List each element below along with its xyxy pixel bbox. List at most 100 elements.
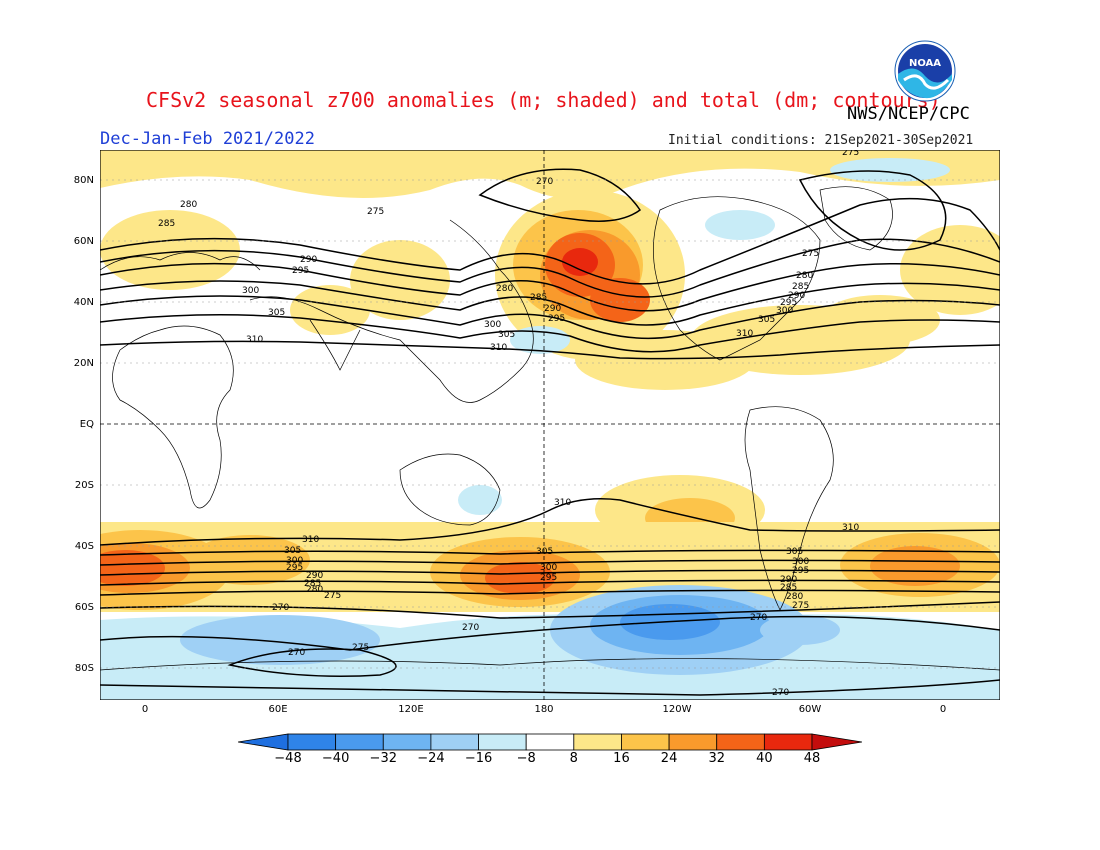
svg-text:310: 310 xyxy=(554,498,571,508)
lon-label-120w: 120W xyxy=(662,704,692,715)
svg-text:275: 275 xyxy=(367,207,384,217)
svg-text:295: 295 xyxy=(286,563,303,573)
colorbar-tick-label: 40 xyxy=(756,751,773,766)
svg-text:295: 295 xyxy=(540,573,557,583)
lon-label-0-right: 0 xyxy=(939,704,947,715)
colorbar-segment xyxy=(382,733,432,751)
svg-text:305: 305 xyxy=(284,546,301,556)
colorbar-segment xyxy=(525,733,575,751)
svg-text:275: 275 xyxy=(324,591,341,601)
colorbar-segment xyxy=(430,733,479,751)
svg-text:300: 300 xyxy=(776,306,793,316)
svg-text:280: 280 xyxy=(496,284,513,294)
svg-text:300: 300 xyxy=(242,286,259,296)
season-label: Dec-Jan-Feb 2021/2022 xyxy=(100,129,315,149)
lon-label-60w: 60W xyxy=(798,704,822,715)
svg-text:280: 280 xyxy=(786,592,803,602)
gridlines xyxy=(100,179,1000,669)
colorbar-segments xyxy=(238,733,862,751)
svg-text:295: 295 xyxy=(548,314,565,324)
svg-text:285: 285 xyxy=(530,293,547,303)
colorbar-segment xyxy=(478,733,527,751)
agency-label: NWS/NCEP/CPC xyxy=(847,104,970,124)
colorbar-segment xyxy=(763,733,813,751)
lon-label-0-left: 0 xyxy=(141,704,149,715)
colorbar-tick-label: −24 xyxy=(417,751,445,766)
lat-label-80s: 80S xyxy=(74,663,94,674)
noaa-logo: NOAA xyxy=(894,40,956,102)
lon-label-120e: 120E xyxy=(398,704,424,715)
svg-text:285: 285 xyxy=(158,219,175,229)
svg-text:305: 305 xyxy=(758,315,775,325)
svg-text:270: 270 xyxy=(536,177,553,187)
colorbar-tick-label: −40 xyxy=(321,751,350,766)
svg-text:NOAA: NOAA xyxy=(909,58,941,69)
svg-text:290: 290 xyxy=(788,291,805,301)
svg-text:285: 285 xyxy=(304,579,321,589)
svg-text:280: 280 xyxy=(306,585,323,595)
svg-text:275: 275 xyxy=(792,601,809,611)
height-contours xyxy=(100,168,1000,696)
svg-text:275: 275 xyxy=(802,249,819,259)
svg-text:305: 305 xyxy=(536,547,553,557)
svg-text:270: 270 xyxy=(288,648,305,658)
svg-text:270: 270 xyxy=(272,603,289,613)
svg-text:305: 305 xyxy=(786,547,803,557)
lat-label-60n: 60N xyxy=(73,236,94,247)
svg-text:310: 310 xyxy=(842,523,859,533)
svg-text:310: 310 xyxy=(246,335,263,345)
svg-text:300: 300 xyxy=(484,320,501,330)
lon-label-60e: 60E xyxy=(268,704,288,715)
colorbar-segment xyxy=(811,733,862,751)
lat-label-40n: 40N xyxy=(73,297,94,308)
svg-text:280: 280 xyxy=(796,271,813,281)
svg-text:310: 310 xyxy=(302,535,319,545)
colorbar-segment xyxy=(668,733,718,751)
lat-label-80n: 80N xyxy=(73,175,94,186)
svg-text:275: 275 xyxy=(352,643,369,653)
svg-text:300: 300 xyxy=(792,557,809,567)
lon-label-180: 180 xyxy=(534,704,554,715)
colorbar xyxy=(238,733,862,751)
colorbar-tick-label: 48 xyxy=(803,751,821,766)
colorbar-segment xyxy=(716,733,765,751)
colorbar-tick-label: 24 xyxy=(660,751,678,766)
svg-text:290: 290 xyxy=(544,304,561,314)
colorbar-segment xyxy=(621,733,670,751)
svg-text:295: 295 xyxy=(292,266,309,276)
lat-label-20s: 20S xyxy=(74,480,94,491)
colorbar-segment xyxy=(287,733,337,751)
lat-label-eq: EQ xyxy=(79,419,94,430)
svg-text:290: 290 xyxy=(306,571,323,581)
svg-text:280: 280 xyxy=(180,200,197,210)
svg-text:275: 275 xyxy=(842,150,859,158)
colorbar-tick-label: −16 xyxy=(464,751,493,766)
svg-text:300: 300 xyxy=(540,563,557,573)
svg-text:270: 270 xyxy=(750,613,767,623)
svg-text:270: 270 xyxy=(462,623,479,633)
svg-text:305: 305 xyxy=(498,330,515,340)
svg-text:300: 300 xyxy=(286,556,303,566)
map-title: CFSv2 seasonal z700 anomalies (m; shaded… xyxy=(146,88,941,112)
colorbar-segment xyxy=(238,733,289,751)
svg-text:290: 290 xyxy=(300,255,317,265)
svg-text:295: 295 xyxy=(780,298,797,308)
anomaly-shading xyxy=(100,150,1000,700)
svg-text:270: 270 xyxy=(772,688,789,698)
colorbar-tick-label: 16 xyxy=(613,751,630,766)
svg-text:285: 285 xyxy=(792,282,809,292)
colorbar-tick-label: 32 xyxy=(708,751,725,766)
svg-text:305: 305 xyxy=(268,308,285,318)
colorbar-tick-label: −8 xyxy=(516,751,536,766)
lat-label-40s: 40S xyxy=(74,541,94,552)
colorbar-tick-label: −48 xyxy=(274,751,302,766)
lat-label-60s: 60S xyxy=(74,602,94,613)
colorbar-tick-label: −32 xyxy=(369,751,397,766)
svg-text:310: 310 xyxy=(736,329,753,339)
svg-text:285: 285 xyxy=(780,583,797,593)
initial-conditions-label: Initial conditions: 21Sep2021-30Sep2021 xyxy=(668,133,974,148)
colorbar-segment xyxy=(335,733,384,751)
svg-text:310: 310 xyxy=(490,343,507,353)
contour-labels: 280 285 290 295 300 305 310 275 280 285 … xyxy=(158,150,859,698)
lat-label-20n: 20N xyxy=(73,358,94,369)
